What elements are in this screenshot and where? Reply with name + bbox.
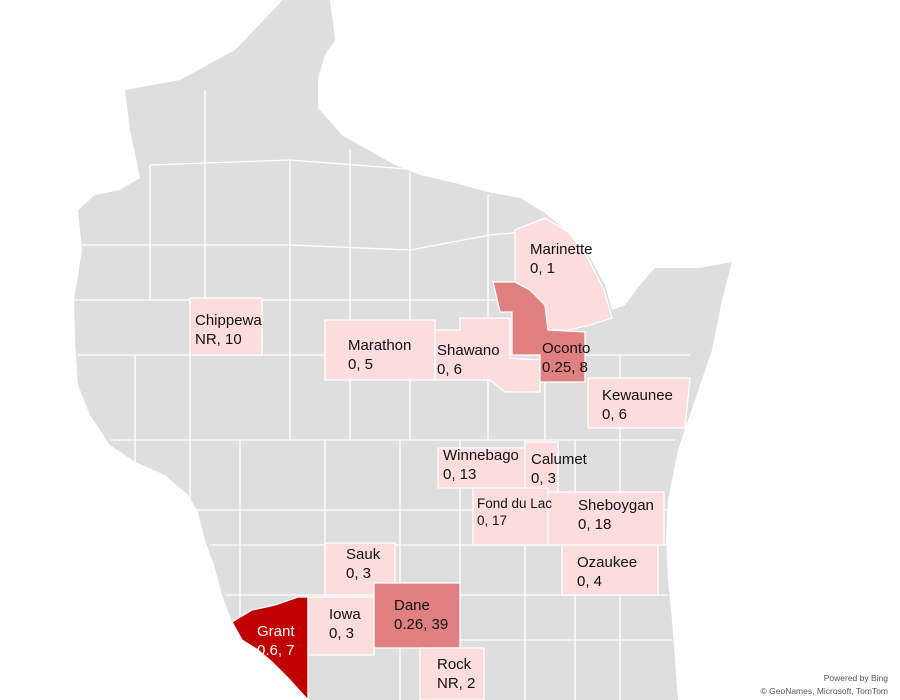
county-ozaukee (561, 544, 659, 596)
county-value: 0, 17 (477, 512, 508, 528)
county-name: Sheboygan (578, 497, 654, 514)
county-name: Oconto (542, 340, 591, 357)
county-chippewa (189, 297, 263, 356)
county-name: Grant (257, 623, 295, 640)
county-name: Winnebago (443, 447, 519, 464)
county-value: 0, 3 (346, 564, 372, 582)
county-sheboygan (547, 491, 665, 546)
county-label-kewaunee: Kewaunee 0, 6 (602, 387, 673, 425)
county-value: 0, 5 (348, 355, 374, 373)
county-name: Shawano (437, 342, 500, 359)
county-label-iowa: Iowa 0, 3 (329, 606, 361, 644)
attribution-sources: © GeoNames, Microsoft, TomTom (760, 686, 889, 696)
county-value: 0, 18 (578, 515, 612, 533)
county-name: Ozaukee (577, 554, 638, 571)
county-value: 0, 13 (443, 465, 477, 483)
county-label-marinette: Marinette 0, 1 (530, 241, 593, 279)
county-label-rock: Rock NR, 2 (437, 656, 475, 694)
county-label-sauk: Sauk 0, 3 (346, 546, 380, 584)
county-value: NR, 10 (195, 330, 242, 348)
county-borders (74, 90, 690, 700)
county-label-dane: Dane 0.26, 39 (394, 597, 448, 635)
county-label-marathon: Marathon 0, 5 (348, 337, 411, 375)
county-name: Rock (437, 656, 472, 673)
county-label-oconto: Oconto 0.25, 8 (542, 340, 590, 378)
county-name: Marathon (348, 337, 412, 354)
county-name: Marinette (530, 241, 593, 258)
county-oconto (492, 281, 586, 383)
county-label-ozaukee: Ozaukee 0, 4 (577, 554, 637, 592)
county-label-winnebago: Winnebago 0, 13 (443, 447, 519, 485)
county-value: 0.26, 39 (394, 615, 449, 633)
county-iowa (307, 596, 375, 656)
county-name: Iowa (329, 606, 361, 623)
county-value: NR, 2 (437, 674, 476, 692)
county-value: 0, 3 (531, 469, 557, 487)
county-name: Fond du Lac (477, 496, 553, 511)
county-label-chippewa: Chippewa NR, 10 (195, 312, 262, 350)
county-kewaunee (587, 377, 691, 429)
county-label-sheboygan: Sheboygan 0, 18 (578, 497, 654, 535)
shaded-counties (189, 217, 691, 700)
county-value: 0.6, 7 (257, 641, 295, 659)
county-rock (419, 647, 485, 700)
county-name: Sauk (346, 546, 381, 563)
county-name: Dane (394, 597, 430, 614)
county-name: Calumet (531, 451, 587, 468)
county-grant (231, 596, 309, 700)
county-value: 0, 3 (329, 624, 355, 642)
county-label-calumet: Calumet 0, 3 (531, 451, 587, 489)
county-label-shawano: Shawano 0, 6 (437, 342, 500, 380)
county-name: Chippewa (195, 312, 262, 329)
county-name: Kewaunee (602, 387, 673, 404)
county-value: 0, 6 (437, 360, 463, 378)
county-value: 0, 4 (577, 572, 603, 590)
county-value: 0, 6 (602, 405, 628, 423)
attribution-powered-by: Powered by Bing (823, 673, 888, 683)
county-value: 0.25, 8 (542, 358, 588, 376)
county-value: 0, 1 (530, 259, 556, 277)
county-label-grant: Grant 0.6, 7 (257, 623, 295, 661)
county-label-fond-du-lac: Fond du Lac 0, 17 (477, 496, 552, 530)
